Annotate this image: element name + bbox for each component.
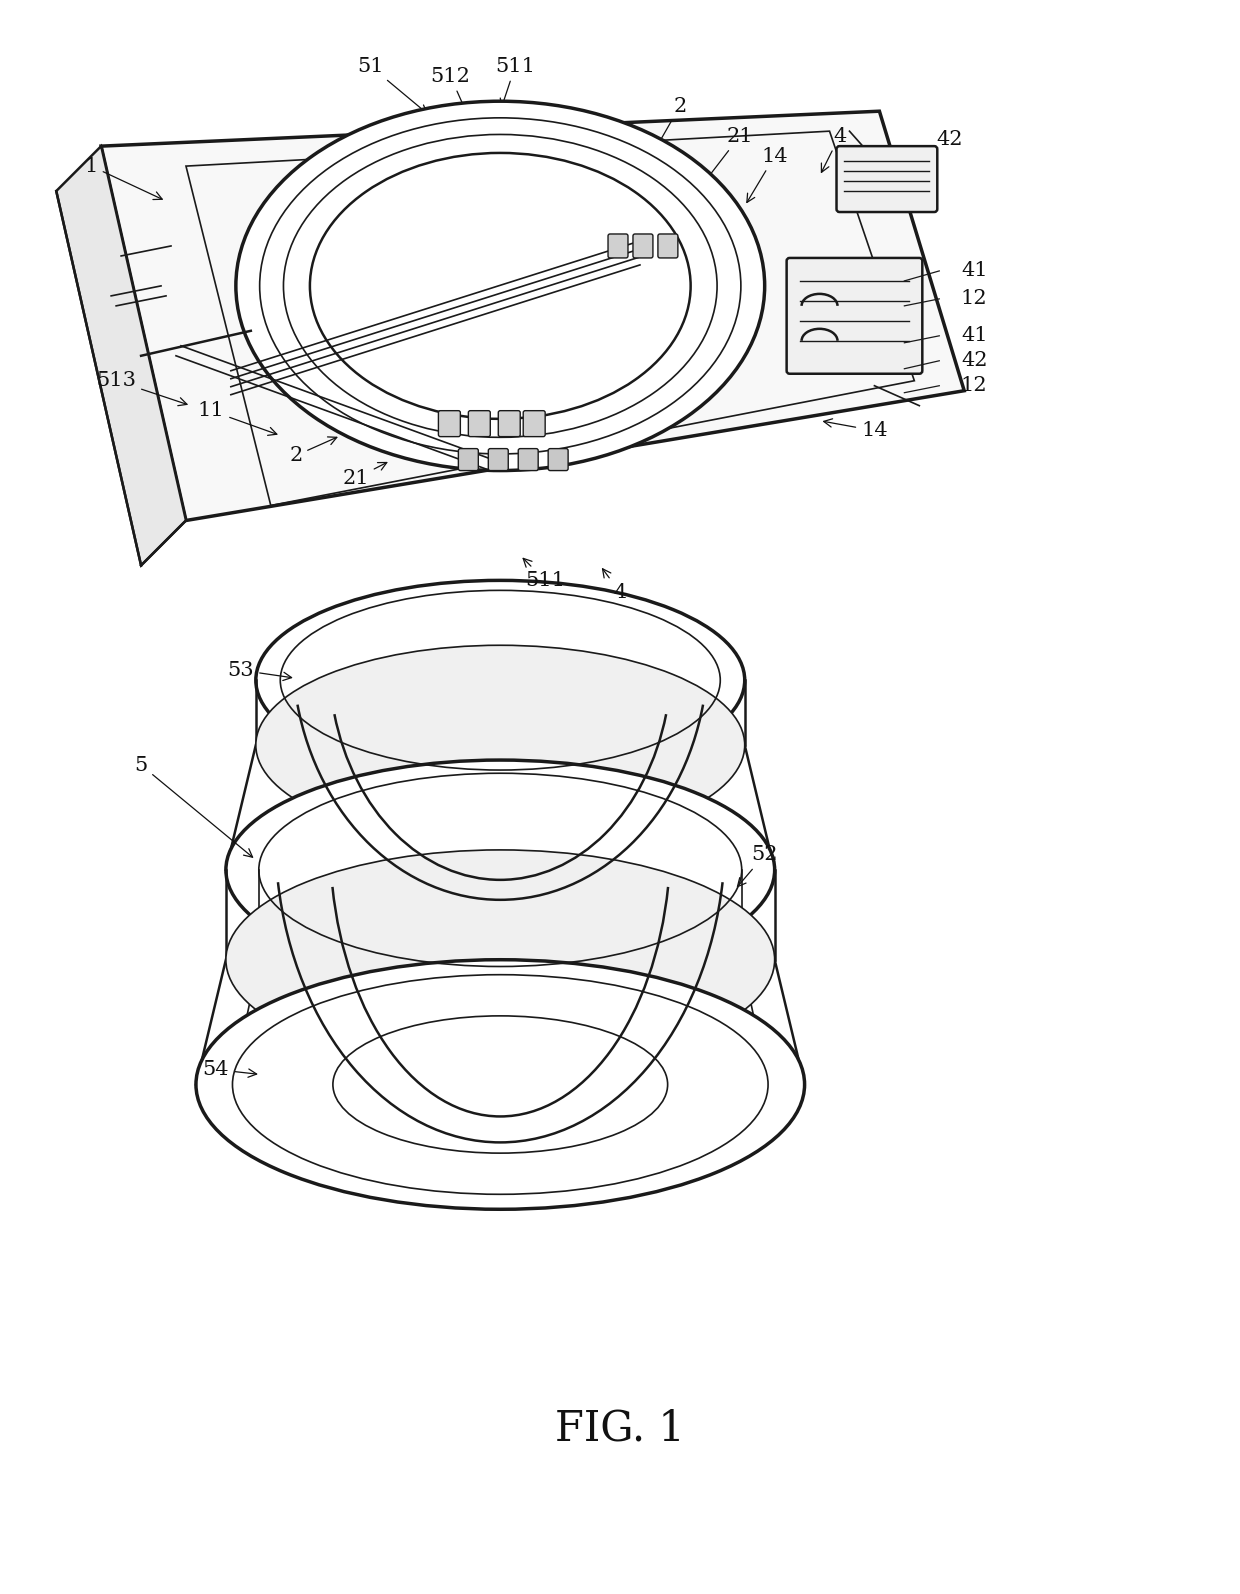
Text: 51: 51: [357, 57, 428, 113]
Polygon shape: [56, 147, 186, 566]
Text: 12: 12: [961, 290, 987, 308]
FancyBboxPatch shape: [548, 448, 568, 470]
FancyBboxPatch shape: [608, 234, 627, 258]
FancyBboxPatch shape: [439, 411, 460, 437]
Text: 54: 54: [202, 1060, 257, 1079]
Text: 41: 41: [961, 327, 987, 346]
Polygon shape: [102, 112, 965, 521]
FancyBboxPatch shape: [658, 234, 678, 258]
Text: FIG. 1: FIG. 1: [556, 1408, 684, 1451]
Text: 42: 42: [918, 129, 962, 179]
Text: 4: 4: [821, 126, 846, 172]
Text: 2: 2: [289, 437, 337, 465]
Ellipse shape: [255, 580, 745, 779]
Text: 21: 21: [692, 126, 753, 198]
FancyBboxPatch shape: [632, 234, 653, 258]
Text: 513: 513: [97, 371, 187, 406]
Ellipse shape: [226, 760, 775, 980]
FancyBboxPatch shape: [489, 448, 508, 470]
Text: 53: 53: [227, 662, 291, 681]
FancyBboxPatch shape: [837, 147, 937, 212]
FancyBboxPatch shape: [786, 258, 923, 373]
Text: 14: 14: [823, 419, 888, 440]
Text: 52: 52: [738, 845, 777, 886]
FancyBboxPatch shape: [459, 448, 479, 470]
Ellipse shape: [226, 850, 775, 1070]
Ellipse shape: [196, 960, 805, 1210]
FancyBboxPatch shape: [518, 448, 538, 470]
Text: 512: 512: [430, 67, 470, 118]
Text: 4: 4: [603, 569, 626, 603]
Text: 11: 11: [197, 402, 277, 435]
Text: 2: 2: [642, 97, 687, 172]
Text: 21: 21: [342, 462, 387, 488]
Text: 511: 511: [495, 57, 536, 107]
Text: 41: 41: [961, 261, 987, 281]
Text: 14: 14: [746, 147, 787, 202]
Ellipse shape: [236, 100, 765, 470]
FancyBboxPatch shape: [523, 411, 546, 437]
Text: 12: 12: [961, 376, 987, 395]
Text: 42: 42: [961, 351, 987, 370]
Text: 511: 511: [523, 558, 565, 590]
Text: 1: 1: [84, 156, 162, 199]
FancyBboxPatch shape: [469, 411, 490, 437]
FancyBboxPatch shape: [498, 411, 521, 437]
Ellipse shape: [255, 646, 745, 845]
Text: 5: 5: [134, 756, 253, 858]
